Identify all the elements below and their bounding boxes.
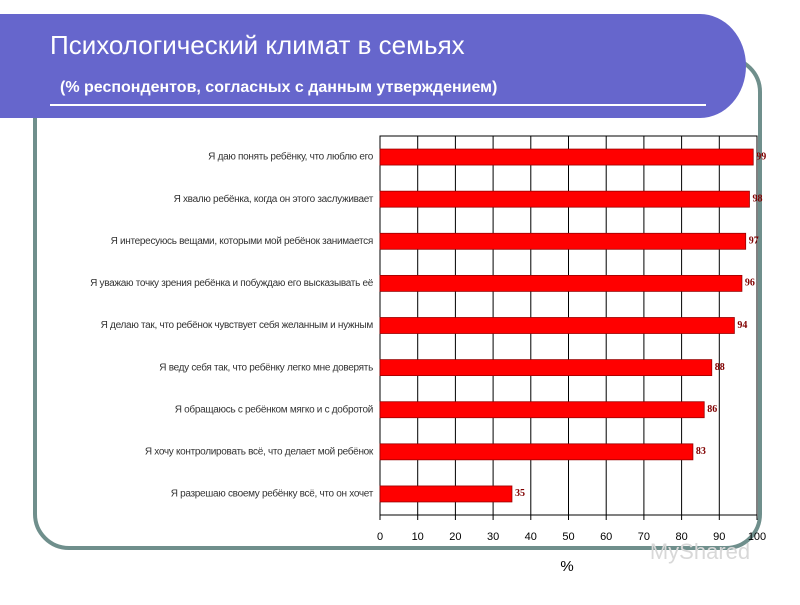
- bar: [379, 443, 694, 461]
- header-band: [0, 14, 746, 118]
- x-tick-label: 40: [525, 531, 537, 543]
- x-axis-label: %: [560, 558, 573, 575]
- category-label: Я даю понять ребёнку, что люблю его: [208, 151, 374, 163]
- category-label: Я уважаю точку зрения ребёнка и побуждаю…: [90, 277, 374, 289]
- subtitle: (% респондентов, согласных с данным утве…: [60, 79, 497, 96]
- category-label: Я разрешаю своему ребёнку всё, что он хо…: [171, 488, 374, 500]
- value-label: 97: [749, 236, 759, 247]
- value-label: 83: [696, 446, 706, 457]
- value-label: 88: [715, 362, 725, 373]
- category-label: Я делаю так, что ребёнок чувствует себя …: [101, 319, 374, 331]
- x-tick-label: 0: [377, 531, 383, 543]
- x-tick-label: 100: [748, 531, 766, 543]
- bar: [379, 148, 754, 166]
- watermark: MyShared: [650, 539, 750, 564]
- value-label: 99: [756, 151, 766, 162]
- category-label: Я хочу контролировать всё, что делает мо…: [145, 445, 374, 457]
- title: Психологический климат в семьях: [50, 30, 465, 60]
- x-tick-label: 30: [487, 531, 499, 543]
- bar: [379, 359, 713, 377]
- value-label: 96: [745, 278, 755, 289]
- x-tick-label: 80: [675, 531, 687, 543]
- category-label: Я интересуюсь вещами, которыми мой ребён…: [111, 235, 373, 247]
- category-label: Я обращаюсь с ребёнком мягко и с доброто…: [175, 403, 373, 415]
- value-label: 35: [515, 488, 525, 499]
- x-tick-label: 70: [638, 531, 650, 543]
- bar: [379, 190, 750, 208]
- value-label: 94: [737, 320, 747, 331]
- x-tick-label: 50: [562, 531, 574, 543]
- x-tick-label: 10: [412, 531, 424, 543]
- bar: [379, 401, 705, 419]
- bar: [379, 317, 735, 334]
- category-label: Я веду себя так, что ребёнку легко мне д…: [159, 361, 373, 373]
- value-label: 86: [707, 404, 717, 415]
- category-label: Я хвалю ребёнка, когда он этого заслужив…: [174, 193, 374, 205]
- bar: [379, 232, 747, 250]
- value-label: 98: [752, 193, 762, 204]
- x-tick-label: 60: [600, 531, 612, 543]
- x-tick-label: 90: [713, 531, 725, 543]
- bar: [379, 274, 743, 292]
- bar: [379, 485, 513, 503]
- x-tick-label: 20: [449, 531, 461, 543]
